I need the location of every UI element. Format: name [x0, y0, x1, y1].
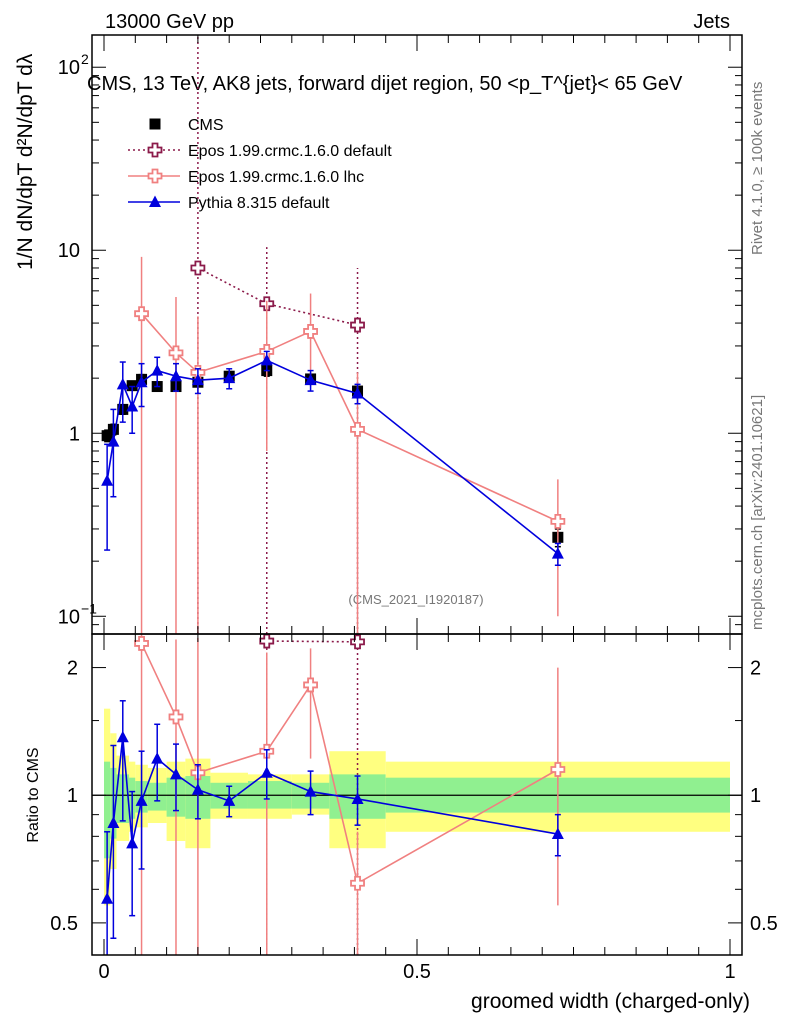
- ratio-point: [107, 816, 120, 829]
- ratio-point: [135, 794, 148, 806]
- main-point: [101, 474, 114, 486]
- ratio-uncertainty-bands: [92, 708, 742, 906]
- ratio-line: [266, 640, 358, 643]
- ratio-point: [303, 677, 318, 693]
- ratio-ytick-label-right: 2: [750, 658, 761, 680]
- ratio-point: [191, 783, 204, 795]
- ratio-ytick-label-right: 1: [750, 785, 761, 807]
- main-point: [101, 430, 113, 442]
- ratio-point: [304, 785, 317, 797]
- ratio-series-pythia-8-315-default: [101, 700, 564, 955]
- main-series-pythia-8-315-default: [101, 350, 564, 566]
- legend-marker: [149, 195, 161, 207]
- ratio-point: [101, 892, 114, 904]
- ratio-point: [350, 634, 365, 650]
- xtick-label: 0: [98, 961, 109, 983]
- ratio-ytick-label: 0.5: [50, 913, 78, 935]
- main-series-cms: [101, 364, 564, 548]
- ratio-point: [351, 792, 364, 804]
- main-point: [126, 380, 138, 392]
- ratio-plot-series: [101, 633, 566, 955]
- analysis-id: (CMS_2021_I1920187): [348, 592, 483, 607]
- ratio-point: [550, 762, 566, 777]
- legend-label: Epos 1.99.crmc.1.6.0 default: [188, 143, 392, 160]
- legend: CMS Epos 1.99.crmc.1.6.0 default Epos 1.99…: [128, 117, 392, 212]
- main-point: [168, 345, 184, 361]
- xlabel: groomed width (charged-only): [471, 990, 750, 1013]
- main-point: [169, 369, 182, 382]
- header-right: Jets: [693, 11, 730, 33]
- side-mcplots-label: mcplots.cern.ch [arXiv:2401.10621]: [749, 395, 766, 630]
- ratio-point: [134, 636, 149, 651]
- legend-label: Epos 1.99.crmc.1.6.0 lhc: [188, 169, 364, 186]
- main-ytick-label: 1: [69, 423, 80, 445]
- ratio-point: [350, 875, 365, 891]
- main-line: [197, 267, 358, 326]
- main-point: [350, 317, 365, 333]
- ratio-ylabel: Ratio to CMS: [25, 747, 42, 842]
- main-point: [260, 353, 273, 366]
- ratio-point: [169, 767, 182, 780]
- main-point: [135, 375, 148, 388]
- main-point: [191, 373, 204, 386]
- main-line: [140, 313, 559, 523]
- main-ytick-label: 10: [58, 57, 80, 79]
- main-point: [126, 400, 139, 412]
- main-ytick-exponent: 2: [81, 51, 89, 67]
- main-plot-series: [101, 35, 566, 634]
- main-point: [223, 371, 236, 384]
- main-point: [550, 513, 566, 529]
- ratio-point: [260, 766, 273, 778]
- main-point: [303, 324, 318, 339]
- main-ytick-exponent: −1: [81, 600, 97, 616]
- main-point: [304, 373, 317, 386]
- ratio-point: [259, 633, 275, 649]
- main-point: [351, 386, 364, 399]
- ratio-point: [551, 827, 564, 840]
- main-point: [151, 364, 164, 376]
- header-left: 13000 GeV pp: [105, 11, 234, 33]
- ratio-point: [168, 709, 184, 725]
- ratio-ytick-label: 2: [67, 658, 78, 680]
- main-point: [190, 260, 206, 276]
- ratio-ytick-label-right: 0.5: [750, 913, 778, 935]
- ratio-point: [223, 794, 236, 806]
- main-ytick-label: 10: [58, 606, 80, 628]
- main-point: [107, 435, 120, 447]
- ratio-point: [151, 752, 164, 764]
- xtick-label: 0.5: [403, 961, 431, 983]
- ratio-ytick-label: 1: [67, 785, 78, 807]
- main-ylabel: 1/N dN/dpT d²N/dpT dλ: [14, 53, 37, 270]
- main-point: [116, 377, 129, 390]
- legend-label: Pythia 8.315 default: [188, 195, 330, 212]
- main-point: [134, 306, 149, 322]
- main-title: CMS, 13 TeV, AK8 jets, forward dijet reg…: [87, 73, 683, 95]
- legend-marker: [149, 118, 161, 130]
- side-rivet-label: Rivet 4.1.0, ≥ 100k events: [749, 82, 766, 255]
- band-inner: [104, 761, 111, 859]
- legend-label: CMS: [188, 117, 224, 134]
- xtick-label: 1: [724, 961, 735, 983]
- main-series-epos-1-99-crmc-1-6-0-lhc: [134, 256, 566, 634]
- main-point: [350, 421, 365, 437]
- ratio-point: [116, 730, 129, 743]
- main-point: [551, 547, 564, 559]
- main-ytick-label: 10: [58, 240, 80, 262]
- legend-marker: [147, 142, 163, 158]
- ratio-point: [126, 836, 139, 849]
- legend-marker: [147, 168, 163, 184]
